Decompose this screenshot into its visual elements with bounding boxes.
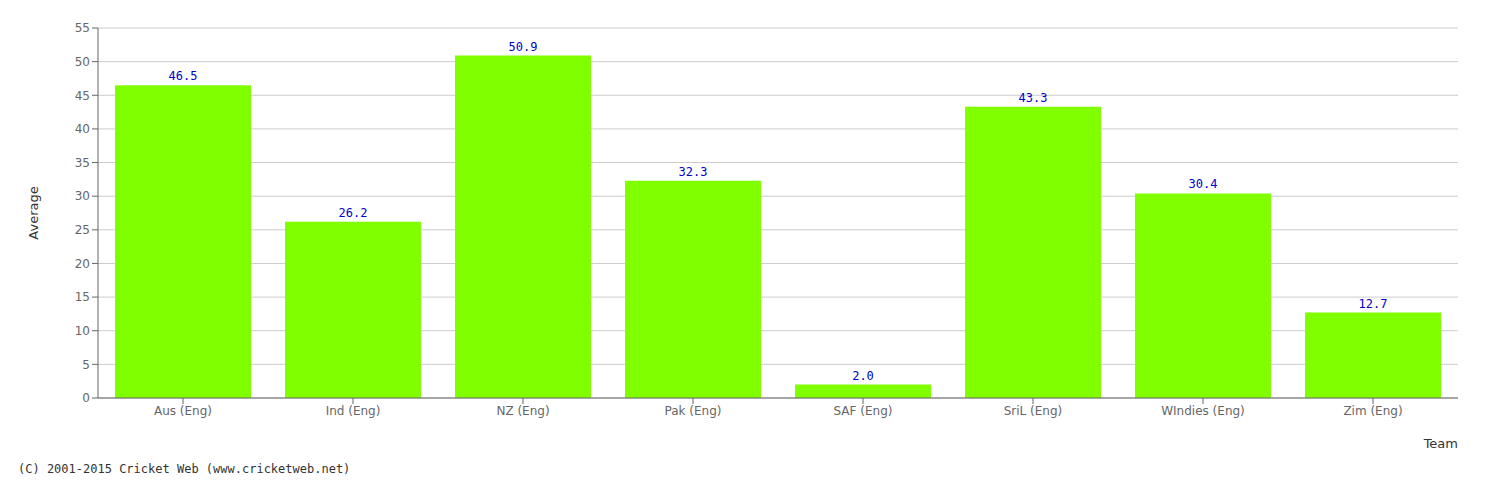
svg-text:30: 30 — [75, 189, 90, 203]
svg-text:45: 45 — [75, 89, 90, 103]
svg-text:10: 10 — [75, 324, 90, 338]
svg-text:SAF (Eng): SAF (Eng) — [834, 404, 893, 418]
svg-text:26.2: 26.2 — [339, 206, 368, 220]
html-text:(C) 2001-2015 Cricket Web (www: (C) 2001-2015 Cricket Web (www.cricketwe… — [18, 462, 351, 476]
svg-text:50.9: 50.9 — [509, 40, 538, 54]
svg-text:40: 40 — [75, 122, 90, 136]
svg-text:5: 5 — [82, 358, 90, 372]
svg-text:35: 35 — [75, 156, 90, 170]
svg-text:2.0: 2.0 — [852, 369, 874, 383]
svg-text:Aus (Eng): Aus (Eng) — [154, 404, 212, 418]
svg-text:15: 15 — [75, 290, 90, 304]
svg-text:WIndies (Eng): WIndies (Eng) — [1161, 404, 1245, 418]
svg-text:Zim (Eng): Zim (Eng) — [1343, 404, 1402, 418]
svg-text:25: 25 — [75, 223, 90, 237]
svg-text:0: 0 — [82, 391, 90, 405]
svg-text:32.3: 32.3 — [679, 165, 708, 179]
svg-text:50: 50 — [75, 55, 90, 69]
svg-text:Team: Team — [1423, 436, 1458, 451]
svg-text:43.3: 43.3 — [1019, 91, 1048, 105]
svg-text:Ind (Eng): Ind (Eng) — [326, 404, 381, 418]
svg-text:NZ (Eng): NZ (Eng) — [496, 404, 549, 418]
svg-text:Average: Average — [26, 186, 41, 239]
svg-text:12.7: 12.7 — [1359, 297, 1388, 311]
svg-text:46.5: 46.5 — [169, 69, 198, 83]
svg-text:55: 55 — [75, 21, 90, 35]
svg-text:Pak (Eng): Pak (Eng) — [665, 404, 722, 418]
svg-text:SriL (Eng): SriL (Eng) — [1004, 404, 1063, 418]
svg-text:30.4: 30.4 — [1189, 177, 1218, 191]
svg-text:20: 20 — [75, 257, 90, 271]
